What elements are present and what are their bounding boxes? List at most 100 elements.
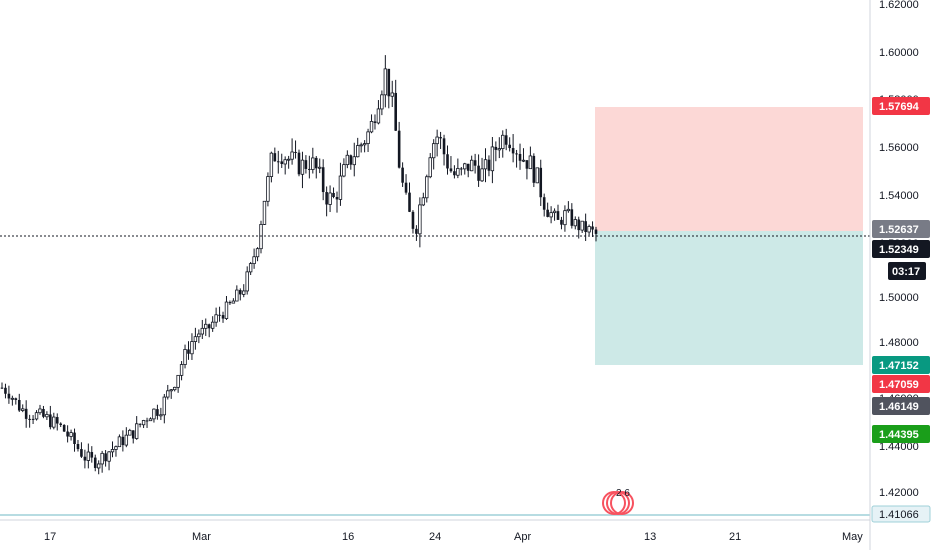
candle xyxy=(542,193,546,217)
time-tick-label: Mar xyxy=(192,531,211,543)
candle xyxy=(390,80,394,108)
candle xyxy=(4,383,7,399)
candle xyxy=(380,90,384,116)
candle xyxy=(508,137,511,152)
candle xyxy=(408,182,411,213)
candle xyxy=(207,323,211,338)
candle xyxy=(156,404,159,420)
candle xyxy=(504,128,508,151)
candle xyxy=(318,158,322,174)
candle xyxy=(42,405,45,419)
candle xyxy=(187,341,190,360)
candle xyxy=(104,450,107,467)
candle xyxy=(31,415,35,425)
candle xyxy=(269,151,274,183)
svg-text:1.52349: 1.52349 xyxy=(879,244,919,256)
candle xyxy=(297,149,301,177)
candle xyxy=(59,422,63,428)
candle xyxy=(24,400,28,428)
candle xyxy=(431,139,436,170)
candle xyxy=(200,319,205,340)
candle xyxy=(224,296,229,320)
price-tick-label: 1.60000 xyxy=(879,47,919,59)
candle xyxy=(573,216,577,230)
candle xyxy=(280,153,284,168)
candle xyxy=(383,55,388,108)
candle xyxy=(49,405,52,430)
candle xyxy=(539,159,543,206)
candle xyxy=(221,311,225,323)
candle xyxy=(110,441,115,458)
candle xyxy=(134,416,139,440)
candle xyxy=(73,428,76,452)
candle xyxy=(276,150,280,174)
candle xyxy=(501,130,505,158)
take-profit-zone[interactable] xyxy=(595,231,863,365)
candle xyxy=(176,374,180,393)
candle xyxy=(117,434,122,448)
candle xyxy=(552,208,557,221)
target-price-badge: 1.47152 xyxy=(872,356,930,374)
candle xyxy=(463,162,467,175)
candle xyxy=(17,393,21,412)
candle xyxy=(494,141,498,162)
calendar-event-icon[interactable]: 2 6 xyxy=(602,488,634,515)
candle xyxy=(124,427,129,448)
candle xyxy=(580,220,584,233)
candle xyxy=(14,397,18,405)
candle xyxy=(577,216,581,239)
candle xyxy=(449,156,453,173)
candle xyxy=(525,160,529,180)
candle xyxy=(300,151,305,189)
svg-text:1.41066: 1.41066 xyxy=(879,509,919,521)
candle xyxy=(560,216,563,230)
candle xyxy=(204,318,208,336)
candle xyxy=(528,146,533,170)
candle xyxy=(290,138,294,165)
candle xyxy=(428,153,432,179)
candle xyxy=(262,200,267,225)
price-tick-label: 1.44000 xyxy=(879,441,919,453)
candle xyxy=(138,423,142,428)
candle xyxy=(556,204,560,221)
candle xyxy=(28,414,31,428)
candle xyxy=(273,147,277,162)
green-level-badge: 1.44395 xyxy=(872,425,930,443)
candle xyxy=(121,430,125,452)
candle xyxy=(93,454,97,472)
candle xyxy=(235,285,239,302)
candle xyxy=(591,221,594,238)
candle xyxy=(286,155,291,169)
candle xyxy=(497,137,502,159)
svg-text:1.44395: 1.44395 xyxy=(879,429,919,441)
candle xyxy=(193,327,198,350)
candle xyxy=(169,388,173,399)
svg-text:1.57694: 1.57694 xyxy=(879,101,920,113)
price-tick-label: 1.62000 xyxy=(879,0,919,11)
candle xyxy=(21,404,25,413)
stop-loss-zone[interactable] xyxy=(595,107,863,231)
candle xyxy=(563,205,567,232)
candle xyxy=(421,192,426,207)
candle xyxy=(594,226,598,242)
candle xyxy=(145,417,149,428)
candle xyxy=(435,129,439,157)
time-axis[interactable]: 17 Mar 16 24 Apr 13 21 May xyxy=(44,531,863,543)
candle xyxy=(415,225,418,241)
candle xyxy=(490,137,495,184)
candle xyxy=(128,428,132,436)
candle xyxy=(376,100,381,125)
candle xyxy=(62,424,66,432)
candle xyxy=(96,460,101,475)
svg-text:1.52637: 1.52637 xyxy=(879,224,919,236)
candle xyxy=(66,425,69,443)
candle xyxy=(387,68,391,109)
candle xyxy=(55,413,59,431)
candle xyxy=(311,147,315,174)
candle xyxy=(152,408,156,423)
candle xyxy=(34,410,39,421)
candle xyxy=(394,79,397,131)
candle xyxy=(342,158,346,178)
candle xyxy=(335,191,339,213)
